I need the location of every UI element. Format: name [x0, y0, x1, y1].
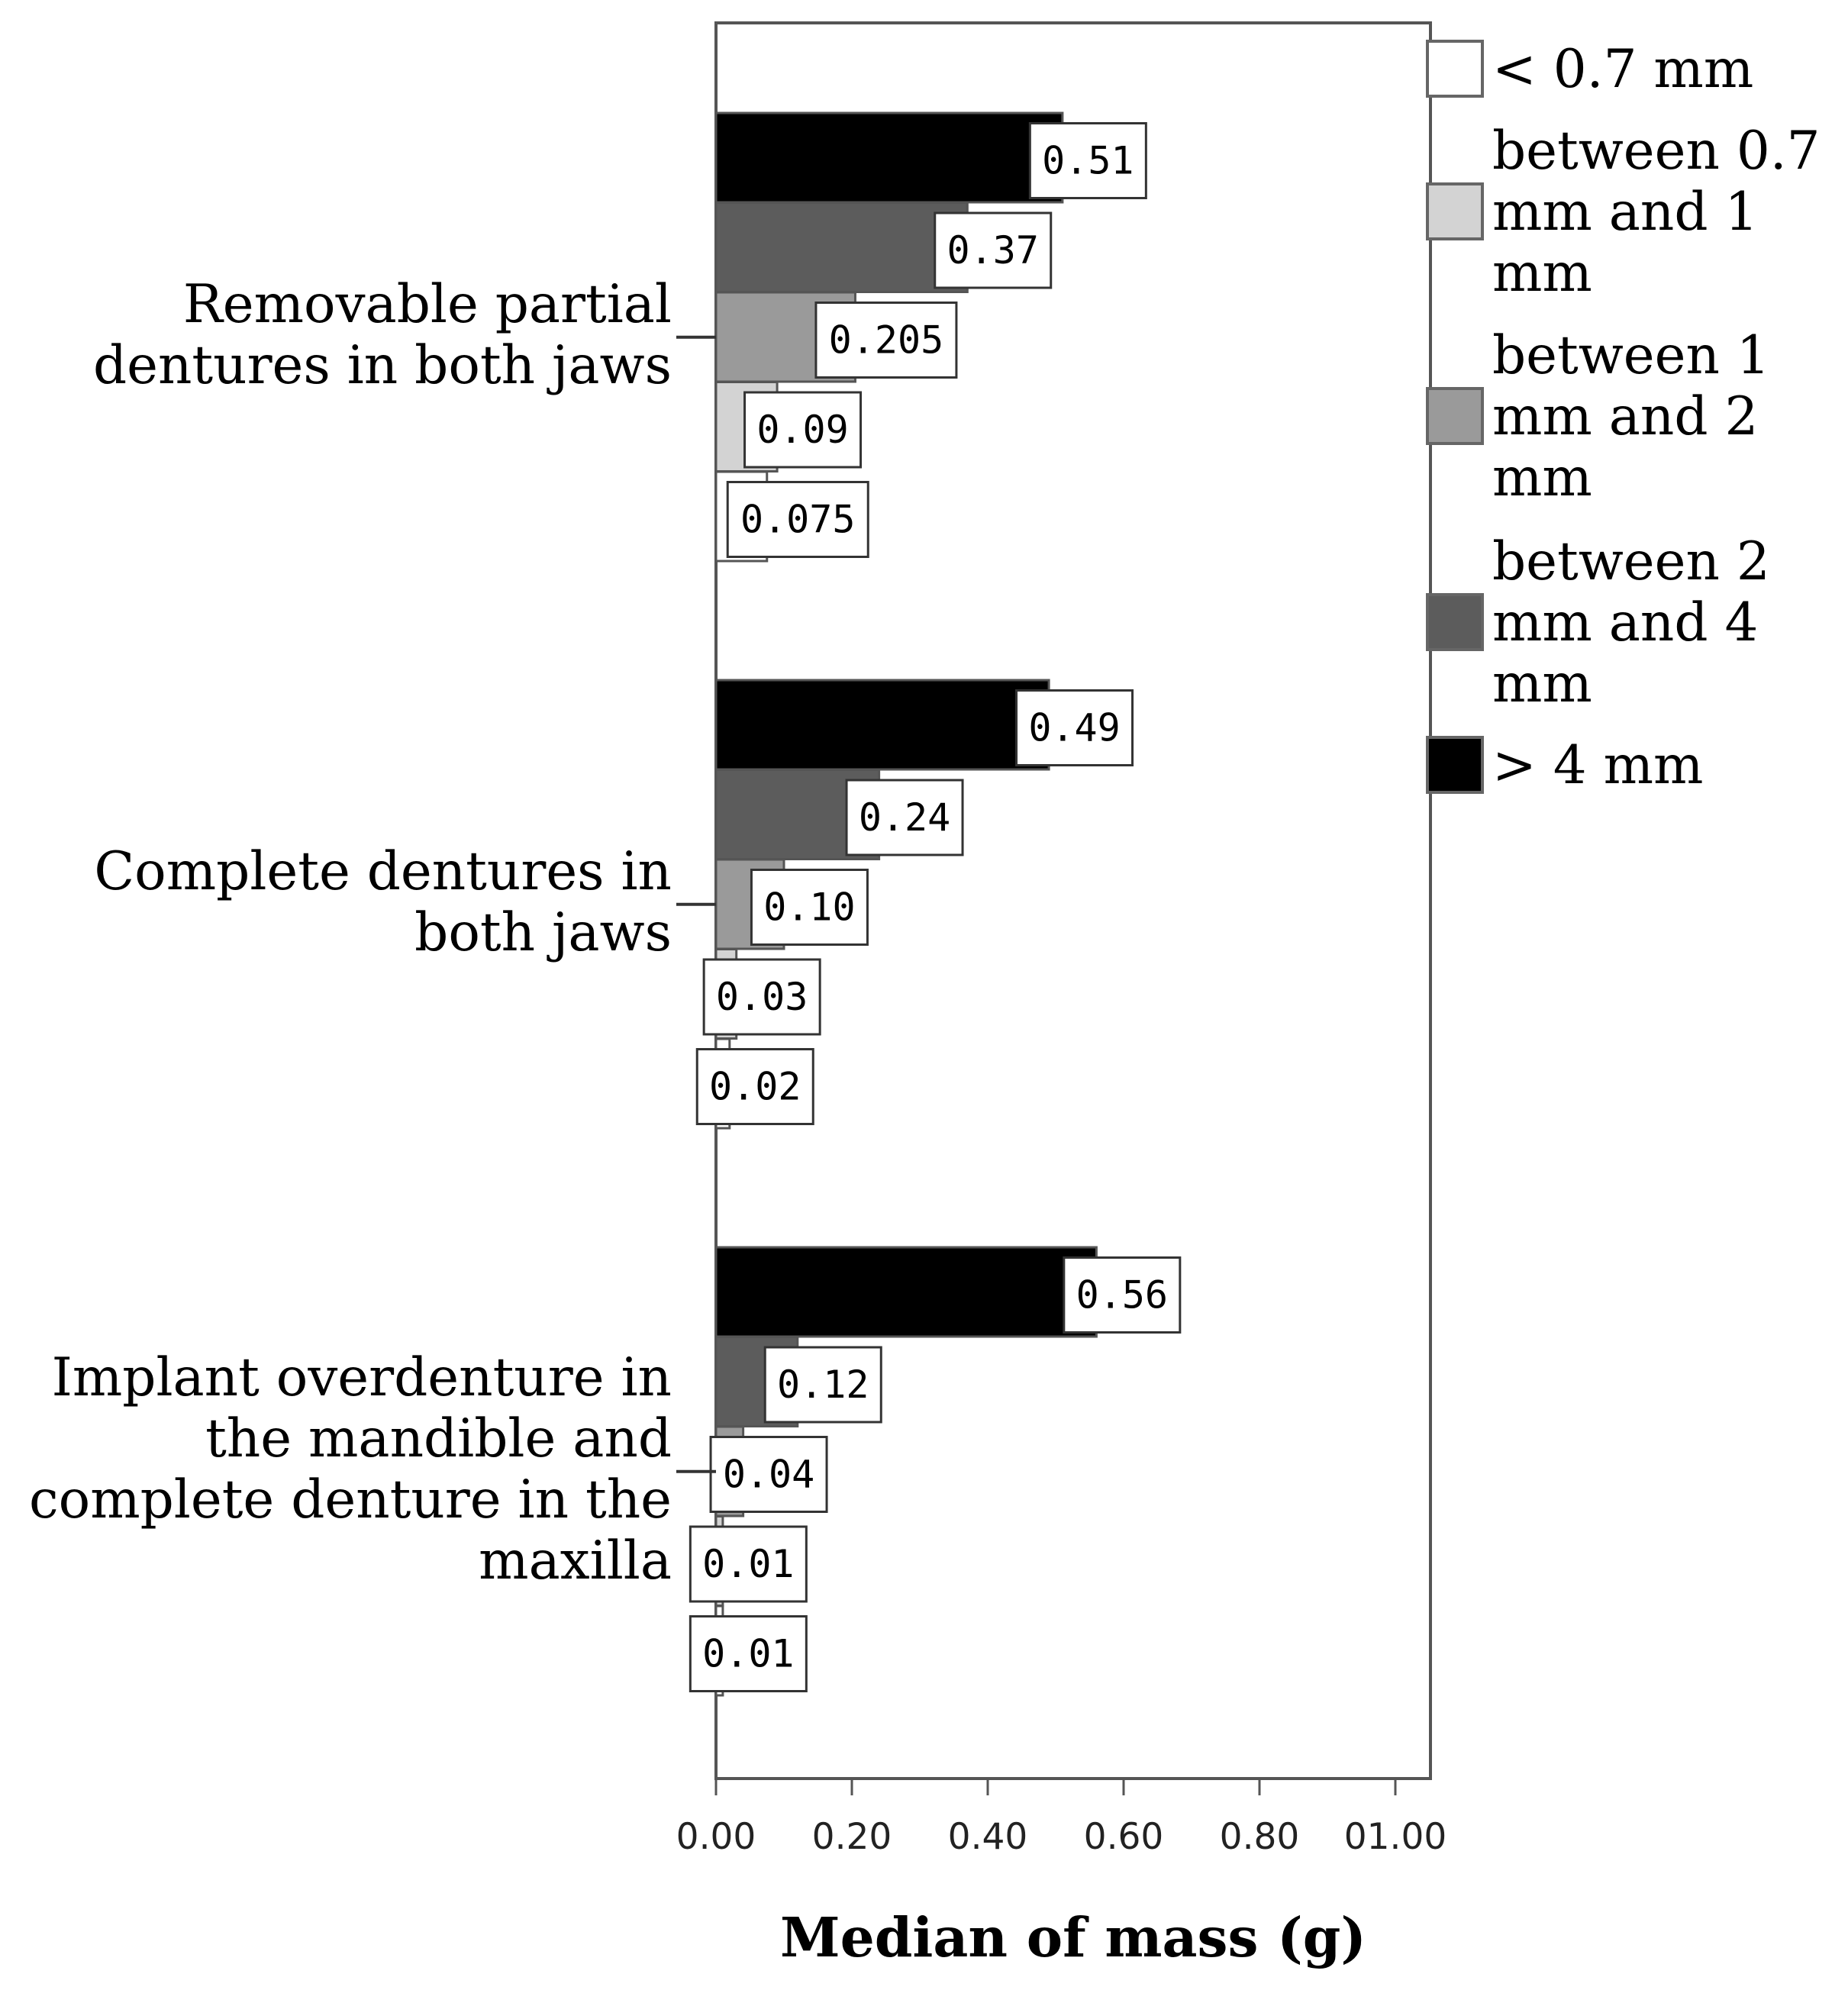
data-label: 0.12	[777, 1363, 869, 1407]
data-label: 0.24	[859, 795, 950, 840]
legend-label: mm and 4	[1492, 592, 1758, 653]
data-label-box	[695, 1048, 814, 1125]
legend-label: between 2	[1492, 531, 1770, 592]
data-label-box	[814, 302, 958, 379]
data-label-box	[689, 1525, 808, 1603]
data-label: 0.205	[829, 318, 944, 363]
bar-complete-dentures-in-s4	[714, 679, 1050, 771]
data-label: 0.09	[756, 408, 848, 452]
x-tick-label: 0.80	[1220, 1816, 1300, 1858]
legend-label: mm	[1492, 653, 1592, 714]
data-label: 0.51	[1042, 139, 1134, 183]
data-label-box	[1063, 1256, 1182, 1334]
bar-removable-partial-de-s4	[714, 111, 1064, 204]
legend-swatch	[1426, 182, 1484, 240]
data-label-box	[702, 958, 821, 1036]
legend-label: mm	[1492, 447, 1592, 508]
bar-removable-partial-de-s3	[714, 202, 969, 293]
data-label: 0.01	[702, 1632, 794, 1676]
data-label: 0.04	[723, 1453, 814, 1497]
data-label: 0.075	[740, 498, 856, 542]
x-axis: 0.00 0.20 0.40 0.60 0.80 01.00	[676, 1779, 1447, 1858]
category-label: Complete dentures in	[94, 841, 672, 902]
x-tick-label: 01.00	[1344, 1816, 1447, 1858]
data-label: 0.02	[709, 1065, 801, 1109]
bar-implant-overdenture--s4	[714, 1246, 1098, 1338]
data-label-box	[1028, 122, 1147, 199]
data-label: 0.10	[763, 885, 855, 930]
legend-label: > 4 mm	[1492, 735, 1703, 796]
category-label: the mandible and	[205, 1408, 672, 1469]
data-label-box	[750, 869, 869, 946]
legend-label: between 0.7	[1492, 121, 1821, 182]
legend-swatch	[1426, 40, 1484, 98]
data-label-box	[934, 211, 1053, 289]
x-tick-label: 0.20	[812, 1816, 892, 1858]
legend-label: mm and 1	[1492, 182, 1758, 243]
category-label: Removable partial	[183, 274, 672, 335]
legend-label: mm	[1492, 243, 1592, 304]
legend-swatch	[1426, 736, 1484, 794]
bars-group: 0.51 0.370.205 0.09 0.075 0.49 0.240.10 0.03 0.…	[689, 111, 1182, 1697]
data-label-box	[1015, 689, 1134, 766]
data-label: 0.56	[1076, 1273, 1168, 1318]
category-label: Implant overdenture in	[52, 1347, 672, 1408]
x-tick-label: 0.00	[676, 1816, 756, 1858]
data-label-box	[689, 1615, 808, 1692]
x-tick-label: 0.60	[1084, 1816, 1164, 1858]
category-label: complete denture in the	[29, 1469, 672, 1530]
x-tick-label: 0.40	[948, 1816, 1028, 1858]
data-label: 0.37	[947, 228, 1039, 273]
legend-swatch	[1426, 387, 1484, 445]
legend-swatch	[1426, 593, 1484, 651]
x-axis-title: Median of mass (g)	[780, 1905, 1366, 1969]
category-label: maxilla	[479, 1530, 672, 1592]
data-label-box	[845, 779, 964, 856]
data-label: 0.49	[1028, 706, 1120, 750]
legend-label: mm and 2	[1492, 386, 1758, 447]
legend-label: between 1	[1492, 325, 1770, 386]
data-label-box	[743, 391, 863, 469]
data-label: 0.01	[702, 1542, 794, 1586]
data-label: 0.03	[716, 975, 808, 1019]
category-label: both jaws	[414, 902, 672, 963]
data-label-box	[726, 481, 869, 558]
legend-label: < 0.7 mm	[1492, 39, 1753, 100]
data-label-box	[709, 1436, 828, 1513]
data-label-box	[763, 1346, 882, 1424]
category-label: dentures in both jaws	[93, 335, 672, 396]
